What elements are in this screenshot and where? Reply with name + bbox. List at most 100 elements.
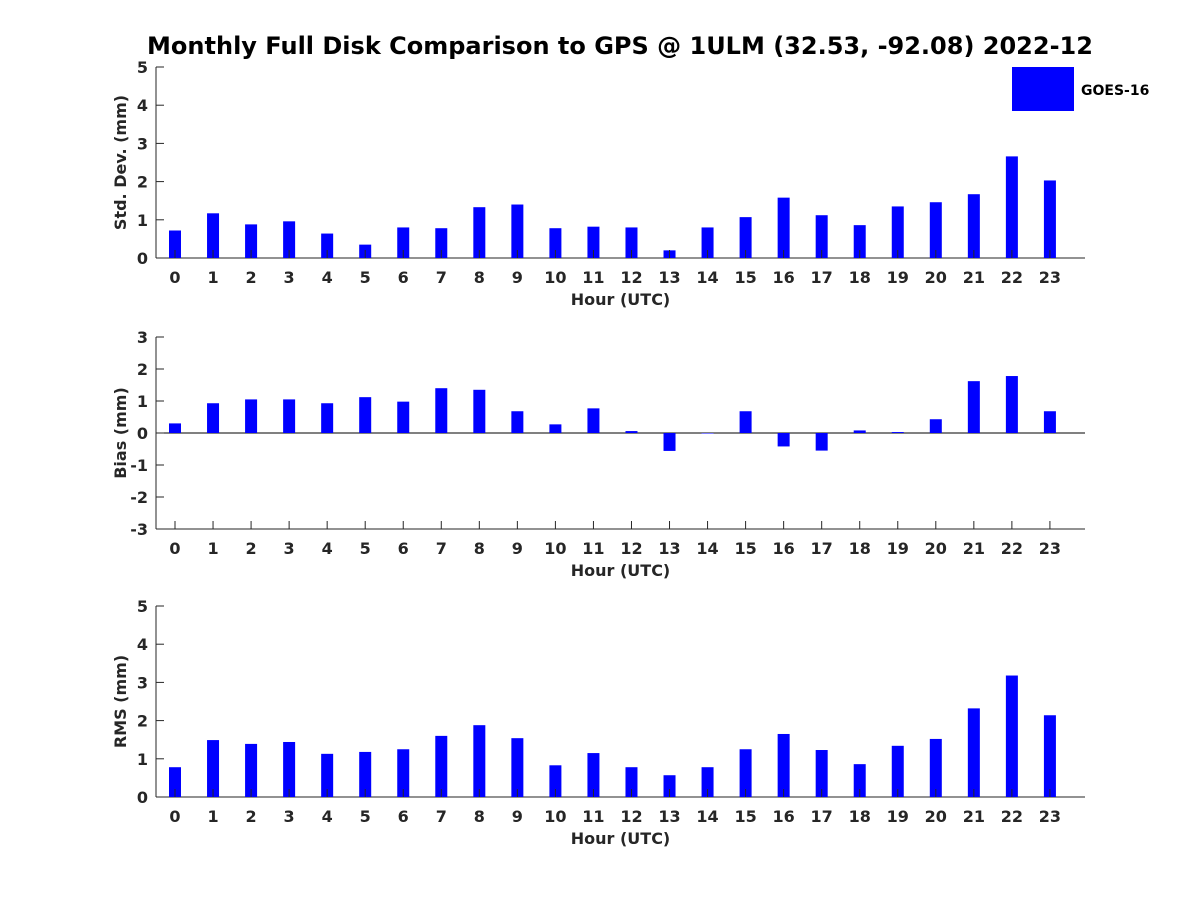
- bar: [511, 738, 524, 797]
- x-tick-label: 17: [811, 807, 833, 826]
- y-tick-label: 0: [137, 249, 148, 268]
- bar: [853, 225, 866, 258]
- x-tick-label: 7: [436, 807, 447, 826]
- bar: [435, 228, 448, 258]
- bar: [625, 767, 638, 797]
- x-tick-label: 13: [658, 807, 680, 826]
- bar: [891, 206, 904, 258]
- x-tick-label: 22: [1001, 807, 1023, 826]
- x-tick-label: 2: [246, 268, 257, 287]
- x-tick-label: 21: [963, 539, 985, 558]
- x-tick-label: 20: [925, 807, 947, 826]
- x-tick-label: 9: [512, 807, 523, 826]
- y-tick-label: 2: [137, 712, 148, 731]
- bar: [701, 433, 714, 434]
- bar: [207, 403, 220, 433]
- x-axis-label: Hour (UTC): [571, 561, 671, 580]
- bar: [245, 399, 258, 433]
- x-tick-label: 22: [1001, 268, 1023, 287]
- x-tick-label: 5: [360, 539, 371, 558]
- bar: [587, 226, 600, 258]
- x-tick-label: 10: [544, 268, 566, 287]
- x-tick-label: 17: [811, 539, 833, 558]
- bar: [777, 733, 790, 797]
- y-tick-label: 4: [137, 96, 148, 115]
- x-tick-label: 4: [322, 807, 333, 826]
- y-tick-label: 4: [137, 635, 148, 654]
- x-tick-label: 8: [474, 539, 485, 558]
- x-tick-label: 23: [1039, 807, 1061, 826]
- bar: [967, 194, 980, 258]
- x-tick-label: 10: [544, 807, 566, 826]
- x-tick-label: 16: [773, 268, 795, 287]
- x-tick-label: 1: [207, 539, 218, 558]
- x-tick-label: 14: [696, 539, 718, 558]
- x-tick-label: 1: [207, 807, 218, 826]
- bar: [245, 743, 258, 797]
- bar: [359, 751, 372, 797]
- x-axis-label: Hour (UTC): [571, 290, 671, 309]
- bar: [929, 738, 942, 797]
- x-tick-label: 3: [284, 539, 295, 558]
- x-tick-label: 16: [773, 807, 795, 826]
- bar: [853, 764, 866, 797]
- x-tick-label: 23: [1039, 268, 1061, 287]
- bar: [929, 202, 942, 258]
- x-tick-label: 17: [811, 268, 833, 287]
- y-tick-label: 2: [137, 360, 148, 379]
- x-tick-label: 10: [544, 539, 566, 558]
- bar: [815, 433, 828, 451]
- x-tick-label: 1: [207, 268, 218, 287]
- y-tick-label: 5: [137, 58, 148, 77]
- bar: [1043, 715, 1056, 797]
- y-tick-label: 1: [137, 392, 148, 411]
- x-tick-label: 8: [474, 807, 485, 826]
- bar: [701, 767, 714, 797]
- x-tick-label: 9: [512, 268, 523, 287]
- x-tick-label: 12: [620, 539, 642, 558]
- x-tick-label: 0: [169, 539, 180, 558]
- x-tick-label: 19: [887, 539, 909, 558]
- x-tick-label: 8: [474, 268, 485, 287]
- x-tick-label: 6: [398, 268, 409, 287]
- x-tick-label: 3: [284, 807, 295, 826]
- x-tick-label: 2: [246, 807, 257, 826]
- x-tick-label: 7: [436, 268, 447, 287]
- bar: [397, 749, 410, 797]
- y-tick-label: 3: [137, 673, 148, 692]
- x-tick-label: 11: [582, 539, 604, 558]
- bar: [739, 217, 752, 258]
- bar: [777, 433, 790, 447]
- chart-title: Monthly Full Disk Comparison to GPS @ 1U…: [147, 32, 1093, 60]
- bar: [815, 215, 828, 258]
- y-tick-label: 3: [137, 328, 148, 347]
- bar: [283, 741, 296, 797]
- bar: [283, 221, 296, 258]
- x-tick-label: 5: [360, 807, 371, 826]
- bar: [1005, 156, 1018, 258]
- y-axis-label: RMS (mm): [111, 655, 130, 748]
- x-tick-label: 5: [360, 268, 371, 287]
- bar: [1005, 376, 1018, 433]
- x-tick-label: 19: [887, 807, 909, 826]
- bar: [663, 433, 676, 451]
- bar: [739, 749, 752, 797]
- bar: [1043, 411, 1056, 433]
- bar: [701, 227, 714, 258]
- bar: [435, 388, 448, 433]
- x-tick-label: 0: [169, 807, 180, 826]
- x-tick-label: 4: [322, 268, 333, 287]
- x-tick-label: 11: [582, 268, 604, 287]
- legend-swatch: [1012, 67, 1074, 111]
- bar: [511, 204, 524, 258]
- bar: [815, 750, 828, 797]
- x-tick-label: 20: [925, 539, 947, 558]
- bar: [321, 233, 334, 258]
- x-tick-label: 23: [1039, 539, 1061, 558]
- bar: [435, 735, 448, 797]
- bar: [473, 389, 486, 433]
- x-tick-label: 14: [696, 268, 718, 287]
